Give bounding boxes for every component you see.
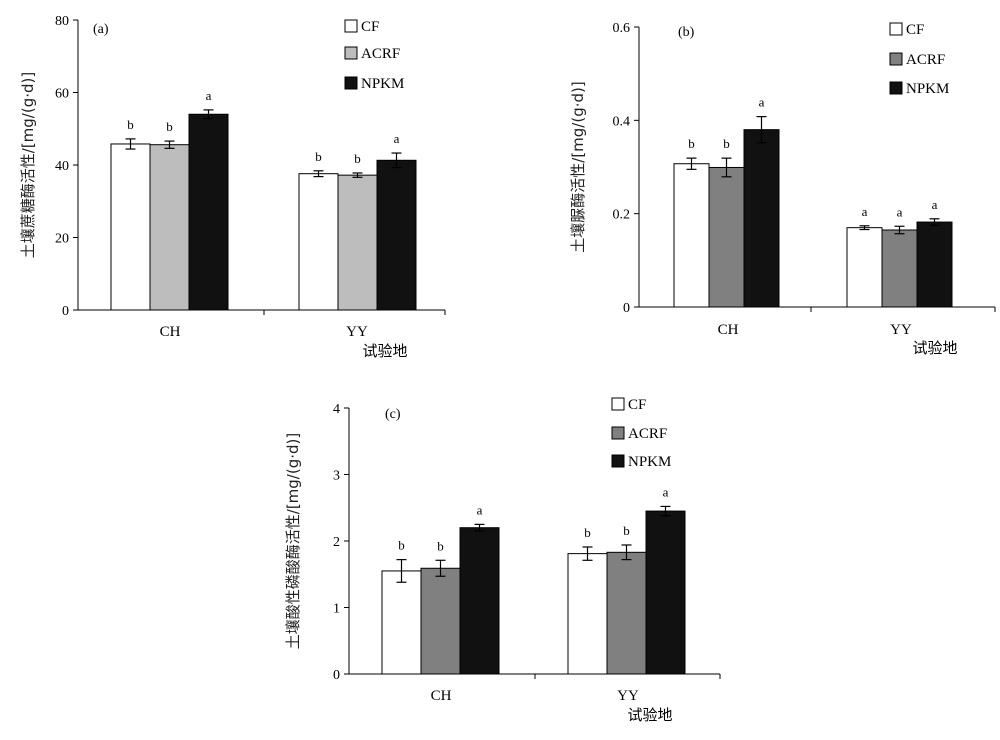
y-tick-label: 0: [62, 304, 69, 319]
legend-swatch-acrf: [889, 52, 903, 66]
y-tick-label: 0: [333, 668, 340, 683]
significance-letter: a: [932, 197, 938, 212]
panel-label: (c): [385, 407, 401, 422]
chart-panel-a: 0 20 40 60 80 土壤蔗糖酶活性/[mg/(g·d)] b b b b a a CH YY 试验地…: [19, 14, 446, 360]
x-category-label: CH: [718, 322, 739, 338]
significance-letter: b: [166, 119, 173, 134]
panel-label: (a): [93, 22, 109, 37]
significance-letter: a: [206, 88, 212, 103]
x-category-label: YY: [346, 324, 368, 340]
significance-letter: a: [897, 204, 903, 219]
significance-letter: b: [584, 525, 591, 540]
y-axis-title: 土壤酸性磷酸酶活性/[mg/(g·d)]: [284, 433, 302, 649]
significance-letter: b: [354, 151, 361, 166]
significance-letter: b: [398, 538, 405, 553]
bar-cf: [567, 553, 608, 675]
bar-acrf: [149, 144, 190, 311]
legend-label: CF: [361, 19, 379, 35]
y-tick-label: 60: [55, 87, 69, 102]
legend-label: ACRF: [361, 46, 400, 62]
y-tick-label: 0: [623, 301, 630, 316]
legend-swatch-cf: [611, 397, 625, 411]
y-tick-label: 1: [333, 602, 340, 617]
legend-label: ACRF: [628, 426, 667, 442]
x-axis-title: 试验地: [912, 339, 957, 357]
bar-npkm: [743, 129, 780, 308]
significance-letter: b: [315, 149, 322, 164]
bar-npkm: [459, 527, 500, 675]
y-tick-label: 4: [333, 402, 340, 417]
significance-letter: b: [723, 136, 730, 151]
significance-letter: b: [688, 136, 695, 151]
bar-cf: [673, 163, 710, 308]
panel-label: (b): [678, 25, 695, 40]
y-axis-title: 土壤蔗糖酶活性/[mg/(g·d)]: [19, 72, 37, 258]
legend-label: NPKM: [906, 81, 949, 97]
legend-swatch-npkm: [889, 81, 903, 95]
significance-letter: b: [623, 523, 630, 538]
bar-npkm: [376, 159, 417, 311]
bar-acrf: [420, 567, 461, 675]
y-tick-label: 20: [55, 232, 69, 247]
legend-swatch-cf: [889, 22, 903, 36]
bar-acrf: [606, 551, 647, 675]
bar-acrf: [708, 166, 745, 308]
significance-letter: a: [394, 131, 400, 146]
y-axis-title: 土壤脲酶活性/[mg/(g·d)]: [569, 81, 587, 252]
bar-cf: [298, 173, 339, 311]
legend-label: NPKM: [628, 454, 671, 470]
x-axis-title: 试验地: [362, 342, 407, 360]
significance-letter: b: [437, 538, 444, 553]
chart-panel-b: 0 0.2 0.4 0.6 土壤脲酶活性/[mg/(g·d)] b a b a a a CH YY试验地…: [569, 21, 996, 357]
bar-cf: [110, 143, 151, 311]
significance-letter: a: [759, 95, 765, 110]
legend-swatch-npkm: [611, 454, 625, 468]
y-tick-label: 2: [333, 535, 340, 550]
bar-cf: [381, 570, 422, 675]
significance-letter: a: [663, 484, 669, 499]
significance-letter: a: [862, 204, 868, 219]
y-tick-label: 0.4: [613, 114, 631, 129]
bar-npkm: [916, 221, 953, 308]
legend-swatch-cf: [344, 19, 358, 33]
significance-letter: b: [127, 117, 134, 132]
legend-swatch-acrf: [611, 426, 625, 440]
x-category-label: YY: [617, 688, 639, 704]
bar-cf: [846, 227, 883, 308]
chart-panel-c: 0 1 2 3 4 土壤酸性磷酸酶活性/[mg/(g·d)] b b b b a a CH YY 试验地 (c…: [284, 397, 721, 724]
legend-label: CF: [906, 22, 924, 38]
x-category-label: YY: [890, 322, 912, 338]
bar-acrf: [881, 229, 918, 308]
y-tick-label: 80: [55, 14, 69, 29]
legend-label: CF: [628, 397, 646, 413]
x-category-label: CH: [431, 688, 452, 704]
y-tick-label: 3: [333, 469, 340, 484]
significance-letter: a: [477, 502, 483, 517]
bar-npkm: [188, 113, 229, 311]
x-category-label: CH: [160, 324, 181, 340]
bar-acrf: [337, 174, 378, 311]
y-tick-label: 0.6: [613, 21, 631, 36]
legend-swatch-npkm: [344, 76, 358, 90]
y-tick-label: 0.2: [613, 208, 631, 223]
legend-swatch-acrf: [344, 46, 358, 60]
legend-label: ACRF: [906, 52, 945, 68]
legend-label: NPKM: [361, 76, 404, 92]
bar-npkm: [645, 510, 686, 675]
y-tick-label: 40: [55, 159, 69, 174]
x-axis-title: 试验地: [627, 706, 672, 724]
